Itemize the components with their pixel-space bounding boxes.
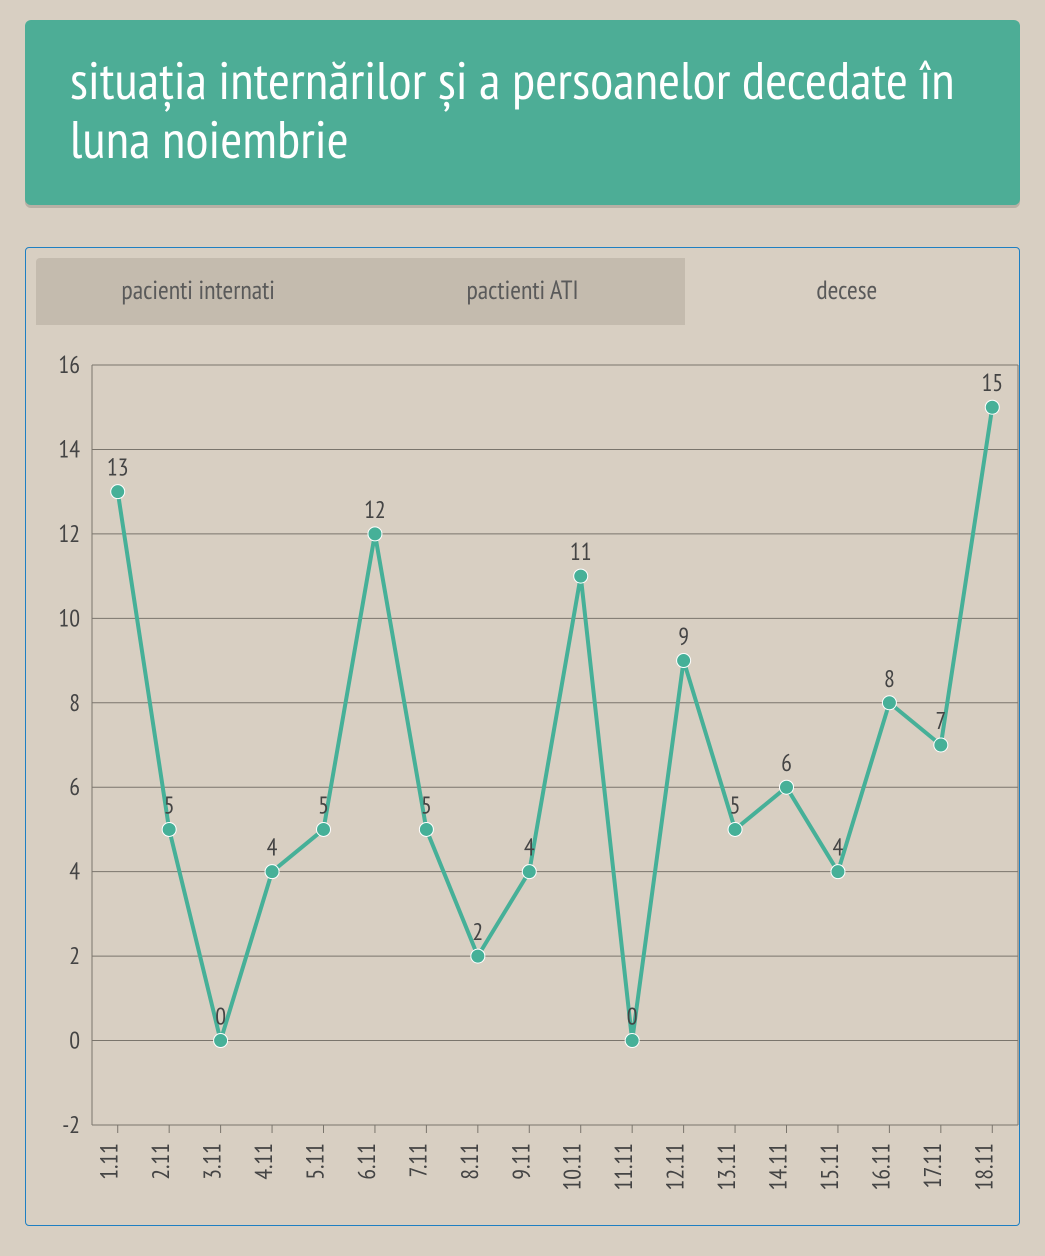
svg-text:2: 2: [69, 940, 80, 971]
svg-text:4.11: 4.11: [248, 1143, 279, 1180]
svg-text:13: 13: [107, 451, 129, 482]
svg-text:10: 10: [58, 602, 80, 633]
svg-text:0: 0: [69, 1024, 80, 1055]
svg-text:8: 8: [884, 662, 895, 693]
svg-text:15: 15: [981, 367, 1003, 398]
svg-text:6: 6: [69, 771, 80, 802]
svg-text:9.11: 9.11: [505, 1143, 536, 1180]
svg-text:2.11: 2.11: [145, 1143, 176, 1180]
svg-text:6: 6: [781, 747, 792, 778]
svg-text:3.11: 3.11: [197, 1143, 228, 1180]
page-root: situația internărilor și a persoanelor d…: [0, 0, 1045, 1256]
tab-bar: pacienti internati pactienti ATI decese: [36, 258, 1009, 325]
svg-text:5: 5: [421, 789, 432, 820]
title-banner: situația internărilor și a persoanelor d…: [25, 20, 1020, 205]
svg-text:17.11: 17.11: [917, 1143, 948, 1188]
svg-text:4: 4: [69, 855, 80, 886]
svg-text:10.11: 10.11: [557, 1143, 588, 1190]
svg-text:14.11: 14.11: [763, 1143, 794, 1190]
svg-text:2: 2: [472, 916, 483, 947]
svg-text:4: 4: [267, 831, 278, 862]
svg-text:1.11: 1.11: [94, 1143, 125, 1180]
svg-text:12: 12: [364, 494, 386, 525]
svg-text:8: 8: [69, 686, 80, 717]
svg-text:11: 11: [570, 536, 592, 567]
svg-text:5: 5: [164, 789, 175, 820]
line-chart-svg: -2 0 2 4 6 8 10 12 14 16 1.11 2.11 3.11 4.11 5.11 6.11 7…: [36, 355, 1036, 1215]
tab-pacienti-internati[interactable]: pacienti internati: [36, 258, 360, 325]
svg-text:12: 12: [58, 518, 80, 549]
page-title: situația internărilor și a persoanelor d…: [70, 50, 975, 169]
tab-decese[interactable]: decese: [685, 258, 1009, 325]
chart-card: pacienti internati pactienti ATI decese …: [25, 247, 1020, 1226]
svg-text:15.11: 15.11: [814, 1143, 845, 1190]
svg-text:-2: -2: [62, 1109, 80, 1140]
svg-text:5: 5: [730, 789, 741, 820]
svg-text:7: 7: [935, 705, 946, 736]
svg-text:5: 5: [318, 789, 329, 820]
tab-pactienti-ati[interactable]: pactienti ATI: [360, 258, 684, 325]
svg-text:11.11: 11.11: [608, 1143, 639, 1190]
svg-text:12.11: 12.11: [660, 1143, 691, 1190]
svg-text:0: 0: [215, 1000, 226, 1031]
svg-text:14: 14: [58, 433, 80, 464]
svg-text:7.11: 7.11: [402, 1143, 433, 1178]
svg-text:5.11: 5.11: [300, 1143, 331, 1180]
svg-text:8.11: 8.11: [454, 1143, 485, 1180]
svg-text:16.11: 16.11: [865, 1143, 896, 1190]
svg-text:6.11: 6.11: [351, 1143, 382, 1180]
svg-text:9: 9: [678, 620, 689, 651]
chart-plot: -2 0 2 4 6 8 10 12 14 16 1.11 2.11 3.11 4.11 5.11 6.11 7…: [36, 355, 1009, 1215]
svg-text:4: 4: [524, 831, 535, 862]
svg-text:4: 4: [833, 831, 844, 862]
svg-text:18.11: 18.11: [968, 1143, 999, 1190]
svg-text:0: 0: [627, 1000, 638, 1031]
svg-text:16: 16: [58, 355, 80, 380]
svg-text:13.11: 13.11: [711, 1143, 742, 1190]
